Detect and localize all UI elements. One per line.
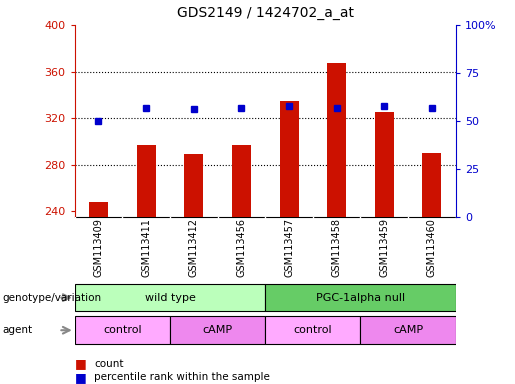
Text: wild type: wild type [145, 293, 195, 303]
Text: percentile rank within the sample: percentile rank within the sample [94, 372, 270, 382]
Text: cAMP: cAMP [393, 325, 423, 335]
Text: cAMP: cAMP [202, 325, 233, 335]
Bar [232, 145, 251, 217]
Text: ■: ■ [75, 371, 87, 384]
Text: agent: agent [3, 325, 32, 335]
Bar [89, 202, 108, 217]
Text: GSM113457: GSM113457 [284, 218, 294, 277]
Text: GSM113459: GSM113459 [380, 218, 389, 277]
Bar [136, 145, 156, 217]
Text: ■: ■ [75, 358, 87, 371]
Text: GSM113456: GSM113456 [236, 218, 246, 277]
Bar [265, 284, 456, 311]
Bar [75, 316, 170, 344]
Bar [375, 112, 394, 217]
Bar [360, 316, 456, 344]
Text: control: control [294, 325, 332, 335]
Text: GSM113411: GSM113411 [141, 218, 151, 277]
Text: genotype/variation: genotype/variation [3, 293, 101, 303]
Text: GSM113460: GSM113460 [427, 218, 437, 277]
Bar [280, 101, 299, 217]
Bar [422, 153, 441, 217]
Text: count: count [94, 359, 124, 369]
Bar [265, 316, 360, 344]
Bar [75, 284, 265, 311]
Bar [327, 63, 346, 217]
Text: PGC-1alpha null: PGC-1alpha null [316, 293, 405, 303]
Bar [170, 316, 265, 344]
Text: GSM113458: GSM113458 [332, 218, 341, 277]
Text: GSM113412: GSM113412 [189, 218, 199, 277]
Bar [184, 154, 203, 217]
Title: GDS2149 / 1424702_a_at: GDS2149 / 1424702_a_at [177, 6, 354, 20]
Text: control: control [103, 325, 142, 335]
Text: GSM113409: GSM113409 [94, 218, 104, 277]
